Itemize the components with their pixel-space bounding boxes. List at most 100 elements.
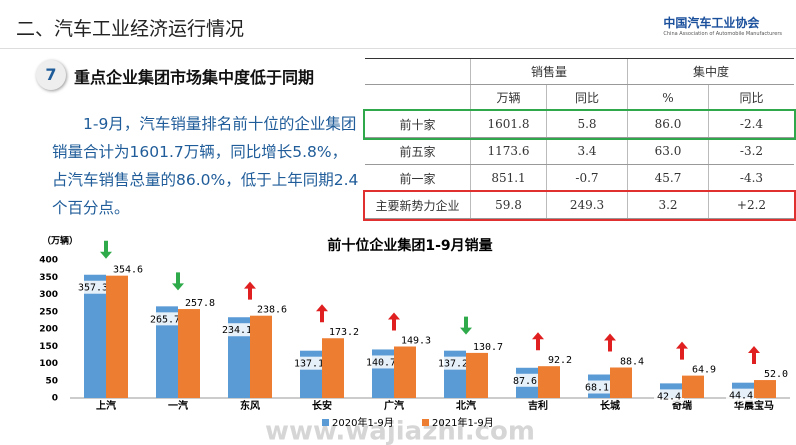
value-label-bg <box>582 380 612 394</box>
value-label: 238.6 <box>257 305 287 316</box>
trend-arrow <box>388 312 400 331</box>
trend-arrow <box>460 316 472 335</box>
value-label: 357.3 <box>78 283 108 294</box>
table-cell: 3.4 <box>546 137 628 165</box>
value-label: 68.1 <box>585 383 609 394</box>
bar <box>682 375 704 398</box>
y-tick-label: 0 <box>52 394 58 404</box>
table-cell: 249.3 <box>546 191 628 219</box>
bar <box>538 366 560 398</box>
table-cell: 86.0 <box>627 110 709 138</box>
table-cell: -4.3 <box>708 164 794 192</box>
value-label: 88.4 <box>620 357 644 368</box>
value-label: 52.0 <box>764 369 788 380</box>
y-tick-label: 50 <box>45 376 58 386</box>
value-label: 64.9 <box>692 365 716 376</box>
x-tick-label: 北汽 <box>456 399 476 412</box>
value-label-bg <box>78 280 108 294</box>
table-cell: 63.0 <box>627 137 709 165</box>
bar <box>322 338 344 398</box>
table-row: 前五家 1173.6 3.4 63.0 -3.2 <box>365 137 794 165</box>
y-axis-label: （万辆） <box>42 235 78 247</box>
value-label: 44.4 <box>729 391 753 402</box>
value-label: 173.2 <box>329 327 359 338</box>
value-label-bg <box>366 355 396 369</box>
table-row-label: 前五家 <box>365 137 471 165</box>
header-title: 二、汽车工业经济运行情况 <box>16 18 245 40</box>
table-row: 万辆 同比% 同比 <box>365 84 794 111</box>
value-label: 130.7 <box>473 342 503 353</box>
value-label-bg <box>510 373 540 387</box>
trend-arrow <box>316 304 328 323</box>
table-row: 销售量 集中度 <box>365 58 794 85</box>
table-cell: 5.8 <box>546 110 628 138</box>
y-tick-label: 300 <box>39 290 58 300</box>
trend-arrow <box>172 272 184 291</box>
legend-swatch <box>322 419 329 426</box>
value-label: 354.6 <box>113 265 143 276</box>
watermark: www.wajiazhi.com <box>265 417 535 445</box>
y-tick-label: 250 <box>39 307 58 317</box>
value-label: 234.1 <box>222 325 252 336</box>
bar <box>250 315 272 398</box>
logo-sub: China Association of Automobile Manufact… <box>663 31 782 37</box>
value-label: 137.2 <box>438 359 468 370</box>
value-label: 140.7 <box>366 357 396 368</box>
value-label-bg <box>222 323 252 337</box>
header-rule <box>0 48 796 49</box>
table-corner <box>365 58 471 85</box>
x-tick-label: 上汽 <box>96 399 116 412</box>
trend-arrow <box>244 281 256 300</box>
bar <box>394 346 416 398</box>
bar <box>754 380 776 398</box>
section-number: 7 <box>36 60 66 90</box>
x-tick-label: 广汽 <box>384 399 404 412</box>
x-tick-label: 长安 <box>312 399 332 412</box>
value-label-bg <box>294 356 324 370</box>
logo: 中国汽车工业协会 China Association of Automobile … <box>663 14 782 37</box>
table-row-label: 主要新势力企业 <box>365 191 471 219</box>
bar <box>466 352 488 398</box>
table-cell: 45.7 <box>627 164 709 192</box>
table-cell: -3.2 <box>708 137 794 165</box>
y-tick-label: 350 <box>39 273 58 283</box>
table-row: 前十家 1601.8 5.8 86.0 -2.4 <box>363 108 796 140</box>
legend-swatch <box>422 419 429 426</box>
table-row-label: 前十家 <box>365 110 471 138</box>
x-tick-label: 吉利 <box>528 399 548 412</box>
y-tick-label: 400 <box>39 256 58 266</box>
table-corner <box>365 84 471 111</box>
chart-title: 前十位企业集团1-9月销量 <box>327 237 492 254</box>
bar <box>228 317 250 398</box>
trend-arrow <box>532 332 544 351</box>
value-label-bg <box>654 389 684 403</box>
table-cell: 3.2 <box>627 191 709 219</box>
section-title: 重点企业集团市场集中度低于同期 <box>74 68 315 87</box>
x-tick-label: 长城 <box>600 399 620 412</box>
table-unit-header: 同比 <box>708 84 794 111</box>
table-cell: 59.8 <box>470 191 547 219</box>
trend-arrow <box>676 341 688 360</box>
legend-label: 2021年1-9月 <box>432 416 494 429</box>
x-tick-label: 华晨宝马 <box>734 399 774 412</box>
table-unit-header: 同比 <box>546 84 628 111</box>
table-cell: -0.7 <box>546 164 628 192</box>
bar <box>178 309 200 398</box>
table-cell: 851.1 <box>470 164 547 192</box>
x-tick-label: 东风 <box>240 399 260 412</box>
trend-arrow <box>100 240 112 259</box>
table-cell: 1601.8 <box>470 110 547 138</box>
value-label: 87.6 <box>513 376 537 387</box>
table-group-header: 销售量 <box>470 58 628 85</box>
table: 销售量 集中度 万辆 同比% 同比 前十家 1601.8 5.8 86.0 -2.4 前五家 1173… <box>363 58 796 221</box>
value-label: 42.4 <box>657 391 681 402</box>
value-label-bg <box>438 356 468 370</box>
y-tick-label: 100 <box>39 359 58 369</box>
bar <box>84 274 106 398</box>
bar <box>156 306 178 398</box>
table-unit-header: % <box>627 84 709 111</box>
table-row: 前一家 851.1 -0.7 45.7 -4.3 <box>365 164 794 192</box>
value-label: 137.1 <box>294 359 324 370</box>
